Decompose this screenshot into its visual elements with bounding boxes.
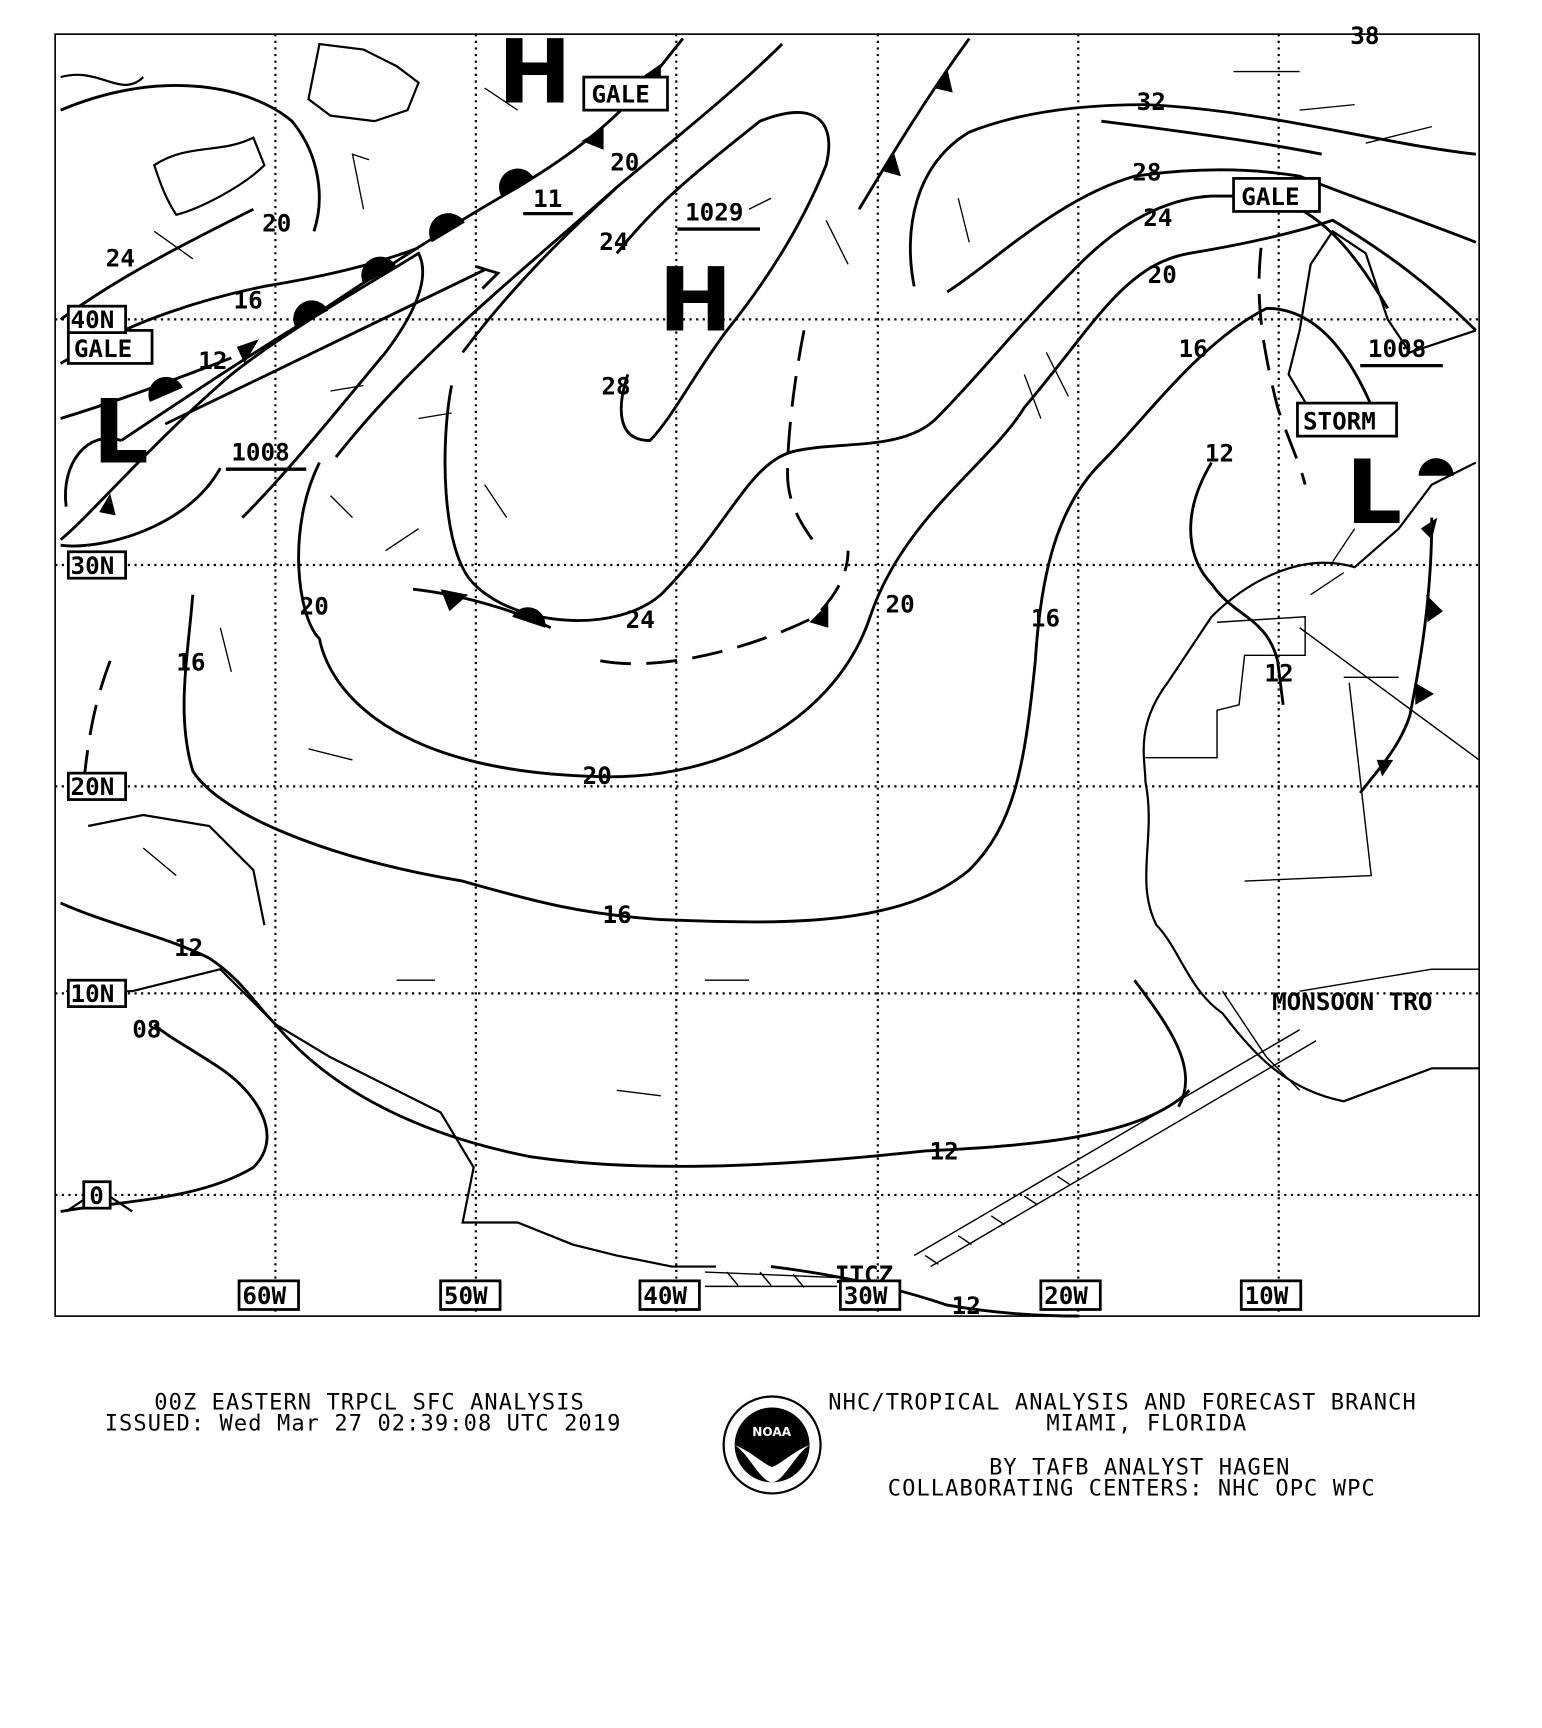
wind-barbs <box>142 70 1476 1097</box>
high-pressure-h: H <box>659 248 733 351</box>
low-pressure-l-east: L <box>1346 441 1402 544</box>
pressure-centers: H H 1029 L 1008 L 1008 11 <box>93 20 1443 544</box>
monsoon-trough-label: MONSOON TRO <box>1272 988 1432 1016</box>
high-pressure-value: 1029 <box>685 198 743 226</box>
isobar-label: 12 <box>1205 439 1234 467</box>
lon-label: 50W <box>444 1282 488 1310</box>
pressure-value-11: 11 <box>533 185 562 213</box>
issued-time: ISSUED: Wed Mar 27 02:39:08 UTC 2019 <box>105 1412 622 1437</box>
longitude-labels: 60W 50W 40W 30W 20W 10W <box>237 1279 1303 1311</box>
isobar-label: 32 <box>1137 88 1166 116</box>
organization: NHC/TROPICAL ANALYSIS AND FORECAST BRANC… <box>828 1391 1417 1416</box>
isobar-label: 12 <box>930 1138 959 1166</box>
latitude-labels: 40N 30N 20N 10N 0 <box>66 304 127 1210</box>
gale-warning: GALE <box>1241 183 1299 211</box>
footer: 00Z EASTERN TRPCL SFC ANALYSIS ISSUED: W… <box>105 1391 1417 1502</box>
lat-label: 20N <box>71 773 115 801</box>
high-pressure-h-north: H <box>498 20 572 123</box>
lon-label: 10W <box>1245 1282 1289 1310</box>
coastlines <box>60 42 1480 1268</box>
noaa-logo: NOAA <box>722 1395 822 1495</box>
graticule <box>55 34 1480 1317</box>
lat-label: 40N <box>71 306 115 334</box>
low-pressure-value-east: 1008 <box>1368 335 1426 363</box>
isobar-label: 12 <box>1264 660 1293 688</box>
isobar-label: 12 <box>952 1292 981 1320</box>
isobar-labels: 32 28 24 20 16 12 20 24 16 12 20 24 28 2… <box>106 22 1380 1320</box>
isobar-label: 20 <box>610 149 639 177</box>
lon-label: 30W <box>844 1282 888 1310</box>
isobar-label: 28 <box>1132 159 1161 187</box>
isobar-label: 16 <box>1031 605 1060 633</box>
analyst: BY TAFB ANALYST HAGEN <box>989 1456 1290 1481</box>
chart-title: 00Z EASTERN TRPCL SFC ANALYSIS <box>154 1391 585 1416</box>
lon-label: 20W <box>1044 1282 1088 1310</box>
isobar-label: 16 <box>176 649 205 677</box>
isobar-label: 12 <box>198 347 227 375</box>
isobar-label: 20 <box>300 593 329 621</box>
isobar-label: 20 <box>1148 261 1177 289</box>
gale-warning: GALE <box>74 335 132 363</box>
isobar-label: 28 <box>601 372 630 400</box>
isobar-label: 24 <box>626 606 655 634</box>
low-pressure-value-west: 1008 <box>231 438 289 466</box>
isobar-label: 08 <box>132 1015 161 1043</box>
noaa-logo-text: NOAA <box>752 1425 791 1439</box>
lat-label: 0 <box>89 1182 104 1210</box>
isobar-label: 12 <box>174 934 203 962</box>
lon-label: 40W <box>643 1282 687 1310</box>
lat-label: 10N <box>71 980 115 1008</box>
isobar-label-clipped: 38 <box>1350 22 1379 50</box>
fronts <box>64 37 1454 794</box>
collaborating-centers: COLLABORATING CENTERS: NHC OPC WPC <box>888 1477 1376 1502</box>
isobar-label: 24 <box>1143 204 1172 232</box>
isobar-label: 24 <box>106 245 135 273</box>
isobar-label: 20 <box>583 762 612 790</box>
lat-label: 30N <box>71 552 115 580</box>
warm-front-semicircles <box>148 168 1454 628</box>
isobar-label: 16 <box>1178 335 1207 363</box>
lon-label: 60W <box>242 1282 286 1310</box>
low-pressure-l-west: L <box>93 381 149 484</box>
isobar-label: 16 <box>234 286 263 314</box>
location: MIAMI, FLORIDA <box>1046 1412 1247 1437</box>
storm-warning: STORM <box>1303 408 1376 436</box>
isobar-label: 16 <box>602 901 631 929</box>
isobar-label: 20 <box>886 590 915 618</box>
isobar-label: 20 <box>262 209 291 237</box>
isobar-label: 24 <box>599 228 628 256</box>
warning-boxes: GALE GALE GALE STORM <box>66 75 1398 438</box>
gale-warning: GALE <box>591 80 649 108</box>
